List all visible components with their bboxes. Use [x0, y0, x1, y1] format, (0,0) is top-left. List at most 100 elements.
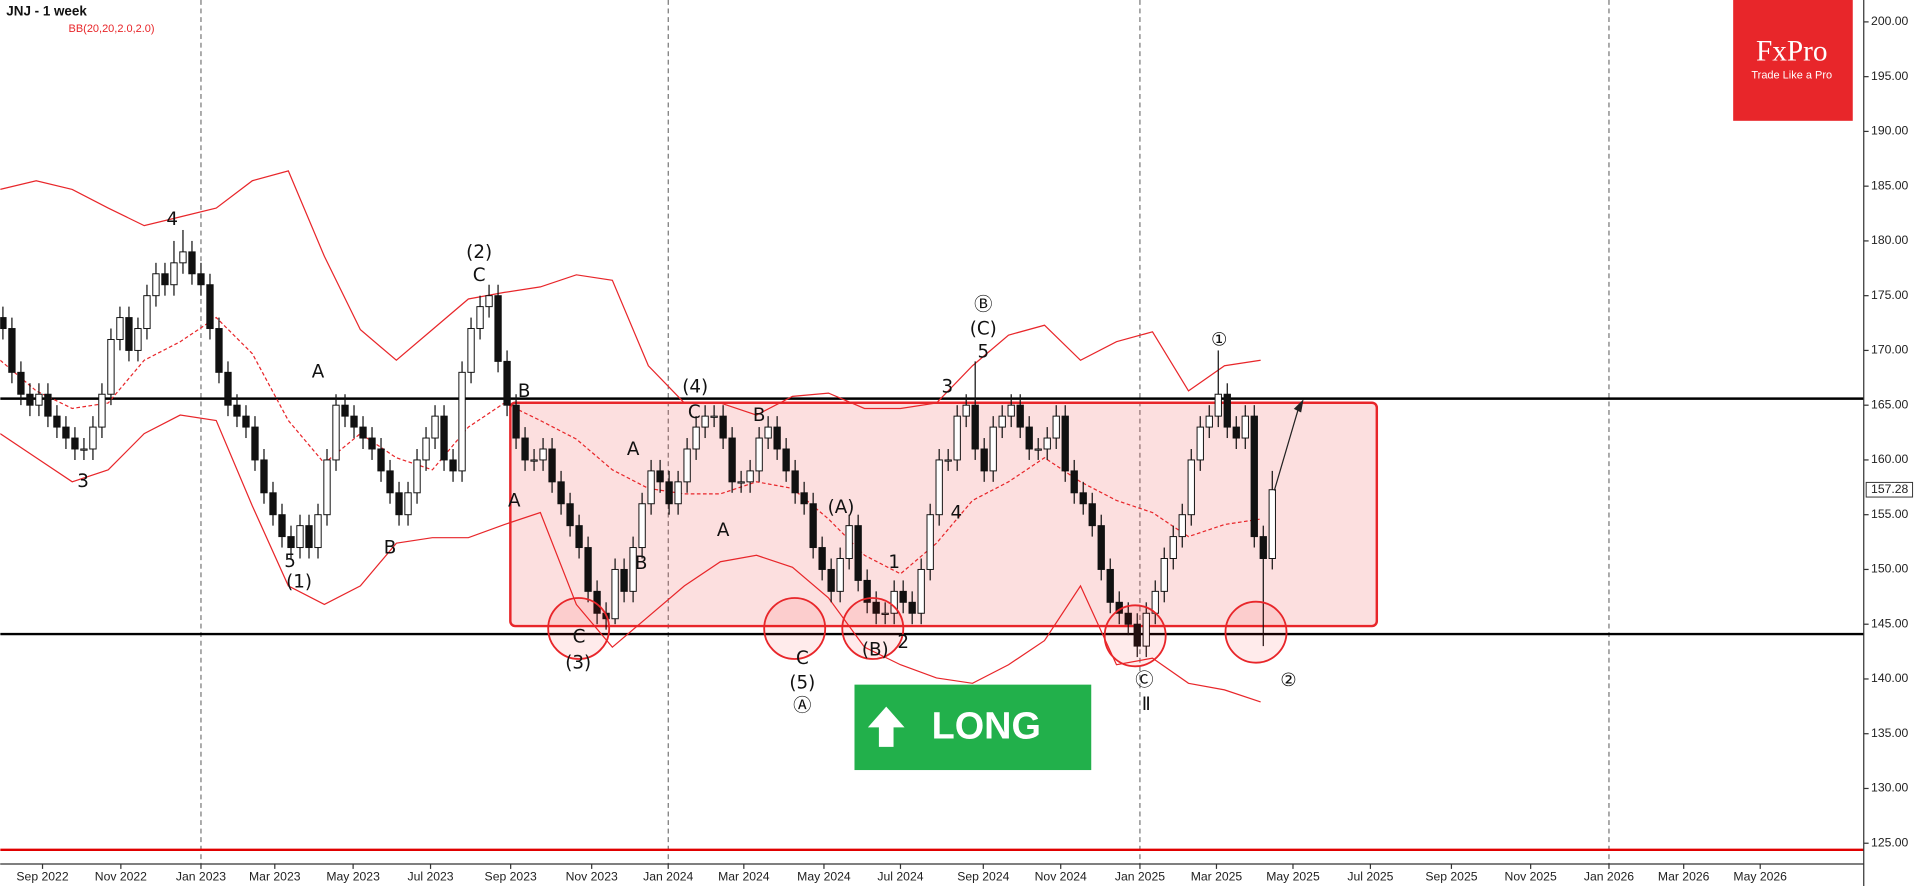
candle-body: [836, 558, 844, 592]
candle-body: [269, 492, 277, 516]
candle-body: [467, 328, 475, 373]
logo-box: [1733, 0, 1853, 121]
plot-area: [0, 170, 1864, 852]
candle-body: [17, 371, 25, 395]
wave-label: (4): [682, 377, 708, 398]
candle-body: [665, 481, 673, 505]
candle-body: [1241, 415, 1249, 439]
candle-body: [188, 251, 196, 275]
candle-body: [755, 437, 763, 472]
candle-body: [350, 415, 358, 428]
wave-label: A: [717, 520, 730, 541]
x-tick-label: May 2025: [1266, 870, 1320, 884]
candle-body: [1250, 415, 1258, 538]
wave-label: 4: [166, 209, 178, 230]
candle-body: [305, 525, 313, 549]
candle-body: [440, 415, 448, 461]
candle-body: [1124, 612, 1132, 625]
candle-body: [116, 317, 124, 340]
candle-body: [746, 470, 754, 483]
candle-body: [1160, 558, 1168, 592]
candle-body: [197, 273, 205, 286]
x-tick-label: Jul 2025: [1347, 870, 1393, 884]
candle-body: [26, 393, 34, 406]
candle-body: [296, 525, 304, 549]
wave-label: (1): [286, 572, 312, 593]
candle-body: [143, 295, 151, 330]
candle-body: [161, 273, 169, 286]
tagline: Trade Like a Pro: [1751, 70, 1832, 82]
candle-body: [152, 273, 160, 297]
x-tick-label: May 2023: [326, 870, 380, 884]
candle-body: [1187, 459, 1195, 516]
bollinger-band: [0, 170, 1261, 416]
candle-body: [341, 404, 349, 417]
candle-body: [764, 426, 772, 439]
y-tick-label: 190.00: [1871, 124, 1908, 138]
wave-label: Ⓒ: [1135, 670, 1153, 691]
candle-body: [1025, 426, 1033, 450]
candle-body: [134, 328, 142, 351]
candle-body: [224, 371, 232, 406]
candle-body: [980, 448, 988, 472]
candle-body: [521, 437, 529, 461]
candle-body: [476, 306, 484, 330]
candle-body: [935, 459, 943, 516]
x-tick-label: Jan 2025: [1115, 870, 1165, 884]
candle-body: [512, 404, 520, 439]
brand: FxPro: [1756, 35, 1828, 67]
candle-body: [233, 404, 241, 417]
wave-label: (B): [862, 639, 889, 660]
candle-body: [818, 547, 826, 570]
x-tick-label: Mar 2024: [718, 870, 770, 884]
chart-title: JNJ - 1 week: [6, 4, 87, 19]
x-tick-label: Jan 2023: [176, 870, 226, 884]
y-tick-label: 125.00: [1871, 835, 1908, 849]
candle-body: [386, 470, 394, 494]
candle-body: [674, 481, 682, 505]
badge-text: LONG: [932, 706, 1041, 748]
y-tick-label: 145.00: [1871, 616, 1908, 630]
logo: FxPro Trade Like a Pro: [1733, 0, 1853, 121]
wave-label: 3: [941, 377, 953, 398]
y-tick-label: 170.00: [1871, 343, 1908, 357]
candle-body: [125, 317, 133, 351]
x-tick-label: Nov 2024: [1035, 870, 1087, 884]
candle-body: [791, 470, 799, 494]
candle-body: [800, 492, 808, 505]
candle-body: [620, 568, 628, 592]
candle-body: [1061, 415, 1069, 472]
wave-label: C: [688, 402, 701, 423]
candle-body: [998, 415, 1006, 428]
candle-body: [449, 459, 457, 472]
wave-label: 1: [888, 552, 900, 573]
x-tick-label: May 2026: [1733, 870, 1787, 884]
candle-body: [89, 426, 97, 450]
candle-body: [1169, 536, 1177, 559]
candle-body: [107, 338, 115, 395]
x-tick-label: Mar 2025: [1191, 870, 1243, 884]
candle-body: [179, 251, 187, 264]
x-tick-label: Jul 2023: [408, 870, 454, 884]
candle-body: [287, 536, 295, 549]
candle-body: [773, 426, 781, 450]
candle-body: [584, 547, 592, 592]
candle-body: [377, 448, 385, 472]
y-tick-label: 185.00: [1871, 178, 1908, 192]
candle-body: [323, 459, 331, 516]
x-tick-label: Sep 2025: [1425, 870, 1477, 884]
candle-body: [1268, 489, 1276, 559]
candle-body: [530, 459, 538, 462]
candle-body: [35, 393, 43, 406]
candle-body: [1088, 503, 1096, 527]
candle-body: [395, 492, 403, 516]
candle-body: [548, 448, 556, 483]
candle-body: [1142, 612, 1150, 647]
price-tag: 157.28: [1871, 482, 1908, 496]
candle-body: [413, 459, 421, 494]
candle-body: [1133, 623, 1141, 647]
candle-body: [8, 328, 16, 373]
wave-label: (C): [970, 319, 997, 340]
candle-body: [656, 470, 664, 483]
